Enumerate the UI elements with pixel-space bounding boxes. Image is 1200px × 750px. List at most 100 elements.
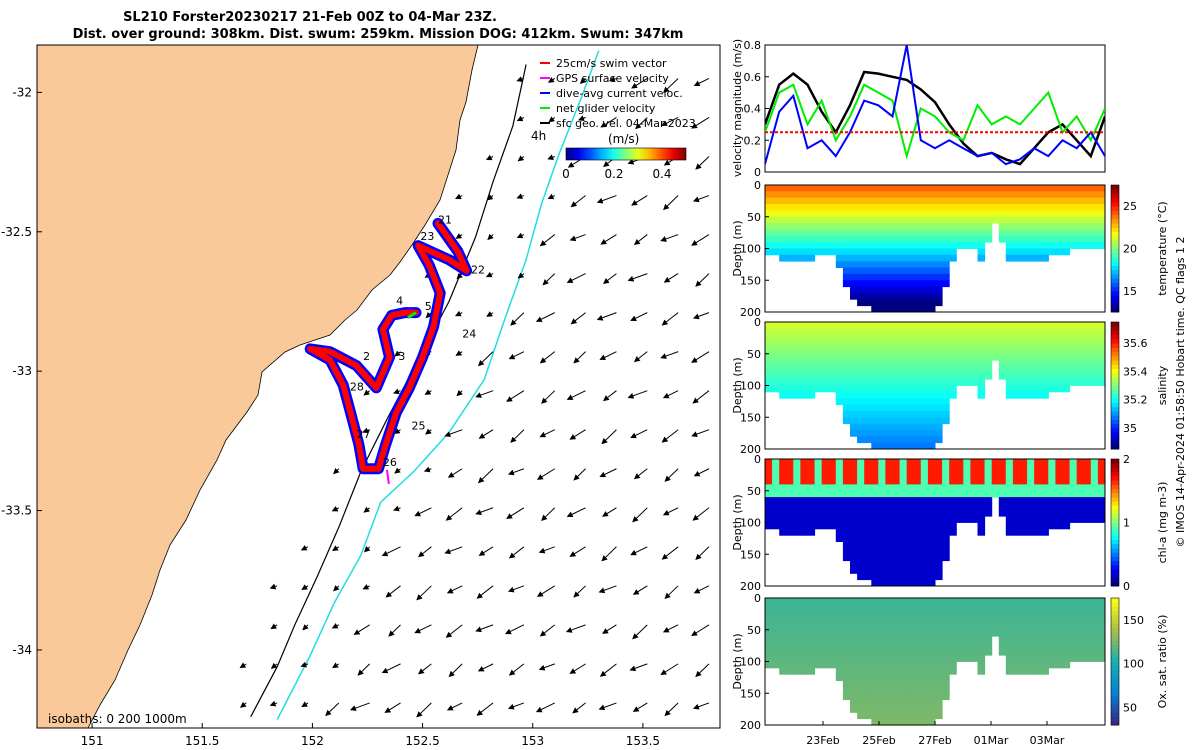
section-cell	[878, 210, 886, 218]
section-cell	[828, 610, 837, 618]
section-cell	[878, 604, 886, 612]
section-cell	[1090, 478, 1099, 485]
section-cell	[1012, 197, 1021, 205]
section-cell	[821, 372, 830, 380]
section-cell	[1034, 528, 1042, 536]
section-cell	[942, 254, 950, 262]
section-cell	[927, 360, 936, 367]
section-cell	[963, 598, 971, 605]
section-cell	[1034, 385, 1042, 393]
section-cell	[1048, 516, 1056, 523]
section-cell	[927, 322, 936, 329]
section-cell	[885, 642, 893, 650]
section-cell	[1027, 617, 1035, 624]
section-cell	[970, 629, 978, 637]
section-cell	[800, 465, 808, 473]
section-cell	[1041, 604, 1049, 612]
section-cell	[906, 410, 915, 418]
section-cell	[772, 648, 780, 656]
section-cell	[1048, 197, 1056, 205]
section-cell	[1048, 655, 1056, 662]
section-cell	[935, 366, 943, 374]
section-cell	[1069, 642, 1078, 650]
section-cell	[949, 471, 957, 479]
section-cell	[1069, 379, 1078, 386]
section-cell	[942, 360, 950, 367]
section-cell	[949, 661, 957, 669]
section-cell	[1020, 522, 1028, 530]
section-cell	[1020, 642, 1028, 650]
section-cell	[850, 661, 858, 669]
section-cell	[807, 528, 816, 536]
section-cell	[885, 292, 893, 300]
section-cell	[800, 210, 808, 218]
section-cell	[800, 197, 808, 205]
section-cell	[1005, 197, 1014, 205]
section-cell	[793, 623, 801, 631]
section-cell	[786, 459, 794, 466]
section-cell	[871, 718, 879, 726]
section-cell	[892, 242, 901, 249]
section-cell	[1041, 334, 1049, 342]
section-colorbar-cell	[1111, 385, 1119, 391]
section-cell	[935, 242, 943, 249]
section-cell	[828, 484, 837, 492]
section-cell	[1062, 216, 1071, 224]
legend-item-5: sfc geo. vel. 04-Mar-2023	[556, 117, 696, 130]
section-cell	[842, 667, 851, 675]
section-cell	[920, 292, 929, 300]
section-colorbar-cell	[1111, 627, 1119, 633]
section-cell	[821, 655, 830, 662]
section-cell	[899, 353, 908, 361]
section-cell	[942, 623, 950, 631]
section-cell	[793, 509, 801, 517]
section-cell	[850, 547, 858, 555]
section-cell	[786, 478, 794, 485]
velocity-arrow	[425, 428, 432, 435]
section-cell	[970, 353, 978, 361]
velocity-arrow	[423, 466, 432, 473]
section-cell	[927, 242, 936, 249]
section-cell	[1076, 235, 1085, 243]
section-cell	[920, 267, 929, 275]
section-cell	[935, 273, 943, 281]
section-cell	[998, 322, 1007, 329]
section-cell	[899, 286, 908, 294]
section-cell	[1097, 242, 1106, 249]
section-cell	[864, 223, 872, 230]
section-colorbar-cell	[1111, 703, 1119, 709]
section-cell	[1027, 248, 1035, 256]
legend-item-1: 25cm/s swim vector	[556, 57, 667, 70]
section-cell	[892, 334, 901, 342]
section-cell	[949, 248, 957, 256]
section-cell	[892, 579, 901, 587]
section-cell	[913, 216, 922, 224]
section-cell	[793, 490, 801, 498]
section-cell	[885, 661, 893, 669]
section-cell	[1005, 328, 1014, 336]
section-cell	[906, 636, 915, 643]
section-cell	[793, 242, 801, 249]
velocity-arrow	[349, 702, 370, 711]
section-cell	[1005, 341, 1014, 348]
section-cell	[793, 322, 801, 329]
section-cell	[807, 197, 816, 205]
section-cell	[970, 204, 978, 211]
section-cell	[942, 242, 950, 249]
section-cell	[807, 509, 816, 517]
velocity-arrow	[446, 585, 463, 594]
section-cell	[906, 216, 915, 224]
section-colorbar-cell	[1111, 674, 1119, 679]
section-cell	[1083, 216, 1092, 224]
section-cell	[942, 667, 950, 675]
section-cell	[786, 516, 794, 523]
section-cell	[949, 484, 957, 492]
map-x-tick-label: 153	[521, 734, 544, 748]
section-cell	[850, 560, 858, 568]
section-cell	[1069, 366, 1078, 374]
section-cell	[1055, 197, 1063, 205]
section-y-tick-label: 200	[740, 719, 761, 732]
section-cell	[786, 360, 794, 367]
section-cell	[765, 623, 773, 631]
section-cell	[779, 629, 787, 637]
